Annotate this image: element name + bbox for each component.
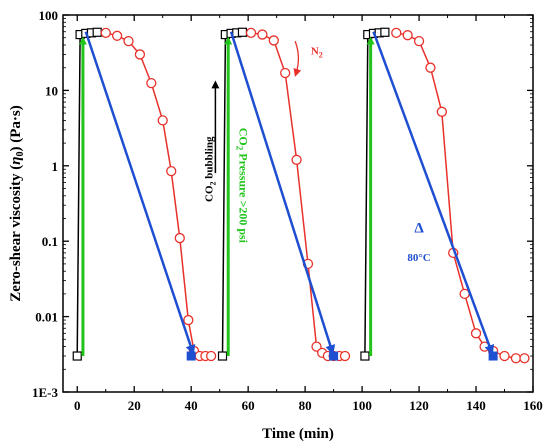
x-tick-label: 120 — [409, 398, 429, 413]
co2-pressure-tail: Pressure >200 psi — [237, 150, 251, 243]
red-circle-point — [100, 27, 111, 38]
red-circle-point — [174, 232, 185, 244]
red-circle-point — [425, 62, 436, 73]
axes-layer: 0 20 40 60 80 100 120 140 160 1E-3 0.01 0.1 1 10 100 — [32, 8, 543, 413]
red-circle-point — [470, 328, 482, 339]
red-circle-point — [146, 77, 157, 89]
co2-bubbling-text: CO — [203, 185, 215, 202]
n2-sub: 2 — [319, 50, 323, 59]
red-series-line — [250, 32, 345, 357]
y-tick-label: 1 — [52, 159, 59, 174]
black-square-point — [237, 27, 248, 37]
co2-pressure-text: CO — [237, 128, 251, 146]
x-tick-label: 140 — [466, 398, 486, 413]
black-square-point — [92, 27, 102, 37]
y-tick-label: 100 — [39, 8, 59, 23]
red-circle-point — [413, 35, 425, 47]
red-circle-point — [510, 353, 522, 364]
black-square-point — [72, 351, 82, 361]
x-tick-label: 0 — [74, 398, 81, 413]
red-circle-point — [111, 30, 123, 41]
blue-filled-square — [488, 351, 498, 361]
x-tick-label: 100 — [352, 398, 372, 413]
y-title-eta: η — [8, 157, 24, 165]
red-circle-point — [268, 35, 279, 46]
red-circle-point — [519, 353, 530, 364]
red-series-line — [396, 32, 525, 360]
red-circle-point — [205, 350, 217, 362]
co2-bubbling-sub: 2 — [208, 181, 217, 185]
y-tick-label: 0.1 — [42, 234, 58, 249]
blue-filled-square — [186, 351, 196, 361]
y-title-part-1: Zero-shear viscosity ( — [8, 165, 24, 302]
heat-release-arrow — [372, 31, 495, 356]
delta-symbol: Δ — [414, 221, 424, 237]
red-circle-point — [291, 154, 302, 165]
x-tick-label: 80 — [299, 398, 312, 413]
red-circle-point — [402, 30, 413, 41]
red-circle-point — [245, 27, 257, 38]
n2-text: N — [311, 45, 319, 57]
y-tick-label: 0.01 — [35, 310, 58, 325]
n2-curved-arrow — [293, 40, 302, 77]
plot-frame — [62, 14, 534, 393]
temperature-label: 80°C — [407, 252, 430, 264]
y-axis-title: Zero-shear viscosity (η0) (Pa·s) — [8, 105, 26, 301]
red-circle-point — [134, 49, 146, 60]
co2-bubbling-tail: bubbling — [203, 136, 215, 181]
red-circle-point — [123, 35, 134, 47]
red-circle-point — [436, 106, 447, 117]
red-circle-point — [280, 67, 291, 79]
x-tick-label: 40 — [185, 398, 198, 413]
red-circle-point — [166, 165, 177, 177]
co2-pressure-sub: 2 — [235, 146, 245, 151]
co2-bubbling-label: CO2 bubbling — [203, 136, 217, 202]
x-tick-label: 160 — [523, 398, 543, 413]
y-title-subscript: 0 — [15, 152, 26, 157]
black-series-line — [76, 31, 98, 357]
red-circle-point — [391, 27, 402, 38]
black-square-point — [380, 27, 390, 37]
heat-release-arrow — [229, 31, 336, 356]
black-square-point — [360, 351, 370, 361]
x-tick-label: 20 — [128, 398, 141, 413]
arrow-layer — [78, 31, 498, 361]
red-circle-point — [157, 115, 168, 126]
blue-filled-square — [329, 351, 339, 361]
black-series-line — [364, 31, 385, 357]
x-axis-title: Time (min) — [262, 426, 334, 442]
heat-release-arrow — [84, 31, 196, 356]
y-title-part-2: ) (Pa·s) — [8, 105, 24, 151]
red-circle-point — [183, 314, 194, 326]
x-tick-label: 60 — [242, 398, 255, 413]
co2-pressure-label: CO2 Pressure >200 psi — [235, 128, 251, 244]
y-tick-label: 1E-3 — [32, 385, 59, 400]
red-circle-point — [257, 29, 268, 40]
red-circle-point — [499, 350, 510, 362]
y-tick-label: 10 — [45, 83, 58, 98]
red-circle-point — [339, 350, 351, 362]
n2-label: N2 — [311, 45, 323, 59]
black-square-point — [217, 351, 228, 361]
red-circle-point — [311, 341, 322, 352]
red-series-line — [105, 32, 212, 357]
